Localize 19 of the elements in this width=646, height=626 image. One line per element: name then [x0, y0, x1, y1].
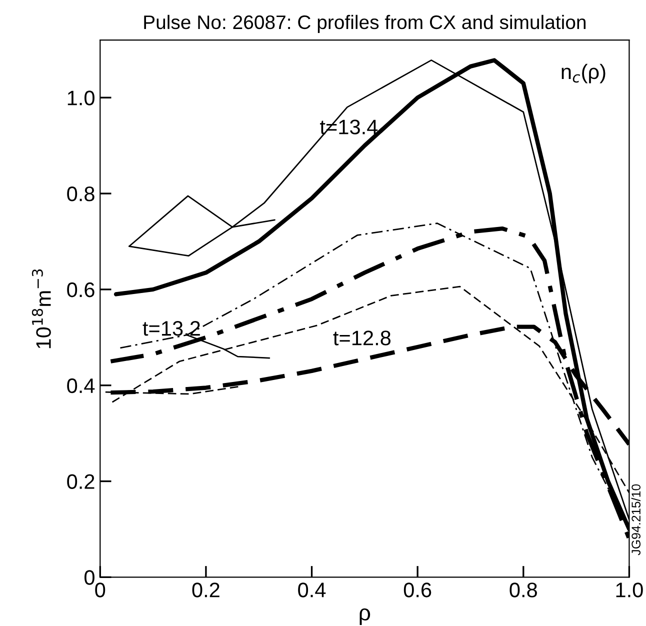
annotation: t=13.2 — [142, 321, 200, 336]
y-tick-label: 0.2 — [67, 474, 94, 490]
x-tick-label: 0 — [95, 582, 106, 598]
annotation: t=12.8 — [333, 330, 391, 346]
x-tick-label: 1.0 — [616, 582, 643, 598]
text: JG94.215/10 — [631, 484, 640, 556]
x-axis-title: ρ — [360, 608, 370, 625]
chart-title: Pulse No: 26087: C profiles from CX and simulation — [144, 14, 586, 33]
x-tick-label: 0.4 — [298, 582, 326, 598]
annotation: n$_{c}$(ρ) — [562, 64, 606, 84]
y-tick-label: 1.0 — [68, 90, 94, 106]
x-tick-label: 0.6 — [404, 582, 432, 598]
y-axis-title: 10$^{18}$m$^{−3}$ — [32, 269, 51, 348]
y-tick-label: 0 — [84, 570, 94, 585]
y-tick-label: 0.4 — [67, 378, 95, 394]
y-tick-label: 0.8 — [67, 186, 94, 202]
x-tick-label: 0.8 — [510, 582, 537, 598]
y-tick-label: 0.6 — [67, 282, 94, 298]
x-tick-label: 0.2 — [192, 582, 220, 598]
